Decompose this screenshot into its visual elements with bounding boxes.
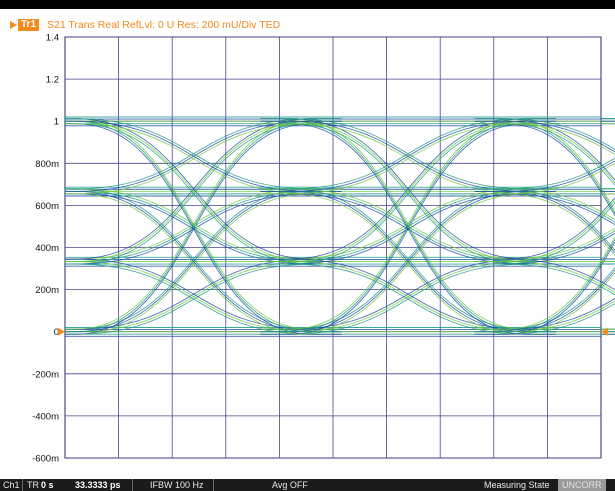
y-tick-label: 400m xyxy=(35,243,59,254)
top-bar xyxy=(0,0,615,9)
eye-transition-trace xyxy=(260,263,556,335)
y-tick-label: 1.4 xyxy=(46,33,59,44)
eye-transition-trace xyxy=(65,120,342,262)
y-tick-label: 1.2 xyxy=(46,75,59,86)
eye-transition-trace xyxy=(65,120,342,192)
eye-transition-trace xyxy=(474,193,615,335)
eye-transition-trace xyxy=(260,118,556,190)
reference-level-right-icon xyxy=(601,327,608,336)
y-tick-label: 600m xyxy=(35,201,59,212)
eye-transition-trace xyxy=(474,193,615,335)
eye-transition-trace xyxy=(260,120,556,262)
y-tick-label: 800m xyxy=(35,159,59,170)
y-tick-label: -600m xyxy=(32,454,59,465)
plot-svg: 1.4 1.2 1 800m 600m 400m 200m 0 -200m -400m -600m xyxy=(32,33,615,465)
eye-transition-trace xyxy=(474,120,615,262)
eye-transition-trace xyxy=(474,120,615,192)
eye-transition-trace xyxy=(474,190,615,262)
eye-transition-trace xyxy=(474,120,615,192)
time-start-value[interactable]: 0 s xyxy=(41,480,54,490)
eye-transition-trace xyxy=(260,123,556,195)
eye-transition-trace xyxy=(474,258,615,330)
eye-transition-trace xyxy=(474,123,615,265)
time-span-value[interactable]: 33.3333 ps xyxy=(75,480,121,490)
eye-transition-trace xyxy=(474,263,615,335)
status-divider xyxy=(213,479,214,491)
eye-transition-trace xyxy=(474,193,615,265)
trace-label[interactable]: TR xyxy=(27,480,39,490)
y-tick-label: 0 xyxy=(54,327,59,338)
trace-badge[interactable]: Tr1 xyxy=(18,19,40,31)
y-tick-label: -400m xyxy=(32,411,59,422)
status-divider xyxy=(22,479,23,491)
eye-transition-trace xyxy=(474,118,615,190)
eye-transition-trace xyxy=(474,263,615,335)
eye-transition-trace xyxy=(474,118,615,260)
y-tick-label: 200m xyxy=(35,285,59,296)
reference-level-left-icon xyxy=(58,327,65,336)
ifbw-label[interactable]: IFBW 100 Hz xyxy=(150,480,204,490)
eye-diagram-plot[interactable]: 1.4 1.2 1 800m 600m 400m 200m 0 -200m -400m -600m xyxy=(0,26,615,471)
eye-transition-trace xyxy=(260,120,556,192)
eye-transition-trace xyxy=(260,123,556,265)
eye-transition-trace xyxy=(65,123,342,335)
avg-label[interactable]: Avg OFF xyxy=(272,480,308,490)
eye-transition-trace xyxy=(65,263,342,335)
eye-transition-trace xyxy=(474,123,615,195)
eye-transition-trace xyxy=(474,188,615,260)
status-bar: Ch1 TR 0 s 33.3333 ps IFBW 100 Hz Avg OF… xyxy=(0,479,615,491)
eye-transition-trace xyxy=(474,190,615,333)
eye-transition-trace xyxy=(474,190,615,262)
measuring-state-label: Measuring State xyxy=(484,480,550,490)
y-tick-label: 1 xyxy=(54,117,59,128)
eye-transition-trace xyxy=(65,123,342,265)
channel-label[interactable]: Ch1 xyxy=(3,480,20,490)
eye-transition-trace xyxy=(474,193,615,265)
eye-transition-trace xyxy=(474,120,615,333)
eye-transition-trace xyxy=(474,120,615,262)
trace-info-label: S21 Trans Real RefLvl: 0 U Res: 200 mU/D… xyxy=(47,19,281,31)
trace-header: Tr1 S21 Trans Real RefLvl: 0 U Res: 200 … xyxy=(0,9,615,31)
eye-transition-trace xyxy=(65,193,342,335)
eye-transition-trace xyxy=(260,118,556,260)
eye-transition-trace xyxy=(474,261,615,333)
eye-transition-trace xyxy=(260,123,556,335)
eye-transition-trace xyxy=(474,123,615,335)
eye-transition-trace xyxy=(65,118,342,190)
eye-transition-trace xyxy=(474,118,615,330)
eye-transition-trace xyxy=(260,261,556,333)
eye-transition-trace xyxy=(65,123,342,195)
eye-transition-trace xyxy=(65,118,342,260)
eye-transition-trace xyxy=(65,261,342,333)
uncorr-badge[interactable]: UNCORR xyxy=(558,479,606,491)
eye-transition-trace xyxy=(260,193,556,335)
eye-transition-trace xyxy=(474,123,615,265)
eye-transition-trace xyxy=(474,261,615,333)
eye-transition-trace xyxy=(474,118,615,260)
eye-transition-trace xyxy=(474,188,615,330)
eye-transition-trace xyxy=(474,123,615,335)
trace-marker-arrow-icon[interactable] xyxy=(10,21,17,29)
eye-transition-trace xyxy=(474,188,615,260)
eye-trace-group xyxy=(65,116,615,337)
eye-transition-trace xyxy=(474,123,615,195)
status-divider xyxy=(132,479,133,491)
y-tick-label: -200m xyxy=(32,369,59,380)
eye-transition-trace xyxy=(474,118,615,190)
